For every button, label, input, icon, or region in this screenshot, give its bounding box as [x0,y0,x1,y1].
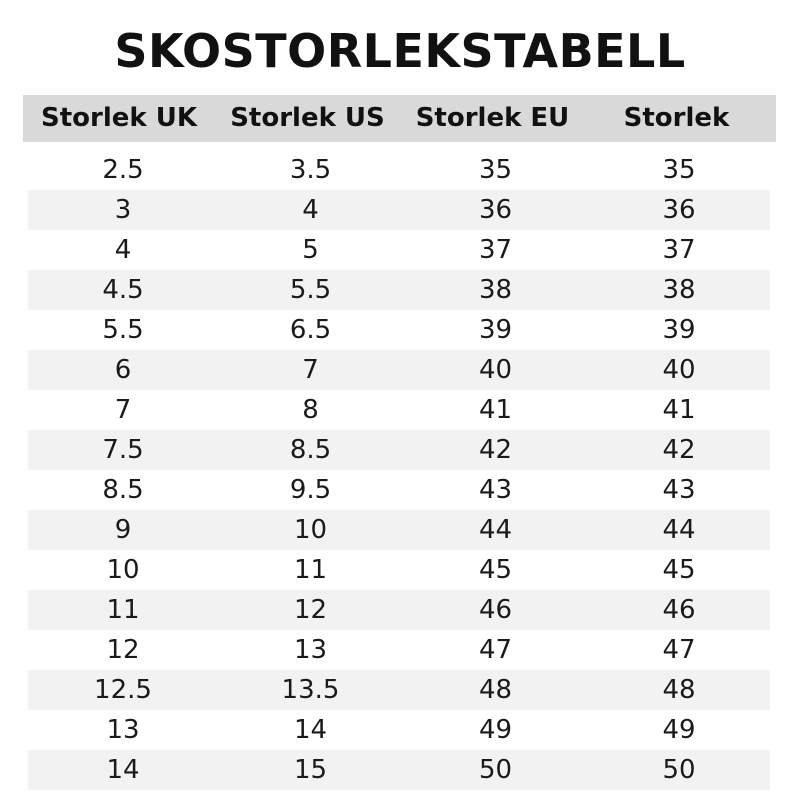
table-cell: 11 [106,595,140,625]
table-row: 13 14 49 49 [28,710,770,750]
table-cell: 48 [478,675,513,705]
table-cell: 13.5 [281,675,340,705]
table-cell: 14 [293,715,328,745]
table-row: 10 11 45 45 [28,550,770,590]
table-cell: 45 [662,555,696,585]
table-cell: 6.5 [289,315,332,345]
page-title: SKOSTORLEKSTABELL [114,24,686,78]
table-cell: 11 [293,555,328,585]
table-cell: 4 [114,235,132,265]
table-cell: 39 [662,315,696,345]
table-cell: 7.5 [102,435,144,465]
table-cell: 14 [106,755,140,785]
table-cell: 38 [478,275,513,305]
table-row: 11 12 46 46 [28,590,770,630]
table-cell: 13 [106,715,140,745]
table-cell: 5.5 [102,315,144,345]
table-cell: 39 [478,315,513,345]
table-cell: 47 [478,635,513,665]
table-row: 12.5 13.5 48 48 [28,670,770,710]
table-row: 8.5 9.5 43 43 [28,470,770,510]
table-cell: 40 [662,355,696,385]
table-cell: 12 [293,595,328,625]
table-cell: 8 [302,395,319,425]
table-cell: 8.5 [102,475,144,505]
table-row: 2.5 3.5 35 35 [28,150,770,190]
table-body: 2.5 3.5 35 35 3 4 36 36 4 5 37 37 4.5 5.5 38 38 5.5 6.5 39… [28,150,770,790]
table-cell: 38 [662,275,696,305]
table-cell: 36 [478,195,513,225]
table-cell: 5.5 [289,275,332,305]
table-cell: 47 [662,635,696,665]
table-cell: 7 [302,355,319,385]
table-row: 5.5 6.5 39 39 [28,310,770,350]
table-cell: 42 [662,435,696,465]
table-cell: 10 [293,515,328,545]
table-cell: 10 [106,555,140,585]
table-row: 6 7 40 40 [28,350,770,390]
table-cell: 46 [662,595,696,625]
table-row: 12 13 47 47 [28,630,770,670]
table-row: 9 10 44 44 [28,510,770,550]
table-cell: 44 [478,515,513,545]
column-header-us: Storlek US [230,103,385,133]
table-cell: 46 [478,595,513,625]
table-cell: 13 [293,635,328,665]
table-cell: 6 [114,355,132,385]
table-cell: 35 [662,155,696,185]
table-row: 4.5 5.5 38 38 [28,270,770,310]
table-cell: 15 [293,755,328,785]
table-cell: 35 [478,155,513,185]
table-row: 3 4 36 36 [28,190,770,230]
table-row: 7.5 8.5 42 42 [28,430,770,470]
table-cell: 3 [114,195,132,225]
table-row: 4 5 37 37 [28,230,770,270]
table-cell: 37 [478,235,513,265]
table-cell: 40 [478,355,513,385]
table-cell: 43 [662,475,696,505]
table-cell: 5 [302,235,319,265]
table-cell: 12 [106,635,140,665]
table-cell: 43 [478,475,513,505]
table-cell: 48 [662,675,696,705]
table-header: Storlek UK Storlek US Storlek EU Storlek [23,95,776,142]
table-cell: 50 [662,755,696,785]
table-cell: 44 [662,515,696,545]
table-cell: 7 [114,395,132,425]
table-row: 14 15 50 50 [28,750,770,790]
table-row: 7 8 41 41 [28,390,770,430]
table-cell: 12.5 [94,675,152,705]
table-cell: 42 [478,435,513,465]
table-cell: 8.5 [289,435,332,465]
table-cell: 36 [662,195,696,225]
table-cell: 45 [478,555,513,585]
table-cell: 50 [478,755,513,785]
table-cell: 41 [662,395,696,425]
table-cell: 37 [662,235,696,265]
column-header-storlek: Storlek [623,103,730,133]
table-cell: 4.5 [102,275,144,305]
table-cell: 4 [302,195,319,225]
table-cell: 49 [662,715,696,745]
table-cell: 3.5 [289,155,332,185]
table-cell: 9 [114,515,132,545]
table-cell: 49 [478,715,513,745]
table-cell: 2.5 [102,155,144,185]
column-header-eu: Storlek EU [415,103,570,133]
table-cell: 41 [478,395,513,425]
table-cell: 9.5 [289,475,332,505]
column-header-uk: Storlek UK [41,103,197,133]
